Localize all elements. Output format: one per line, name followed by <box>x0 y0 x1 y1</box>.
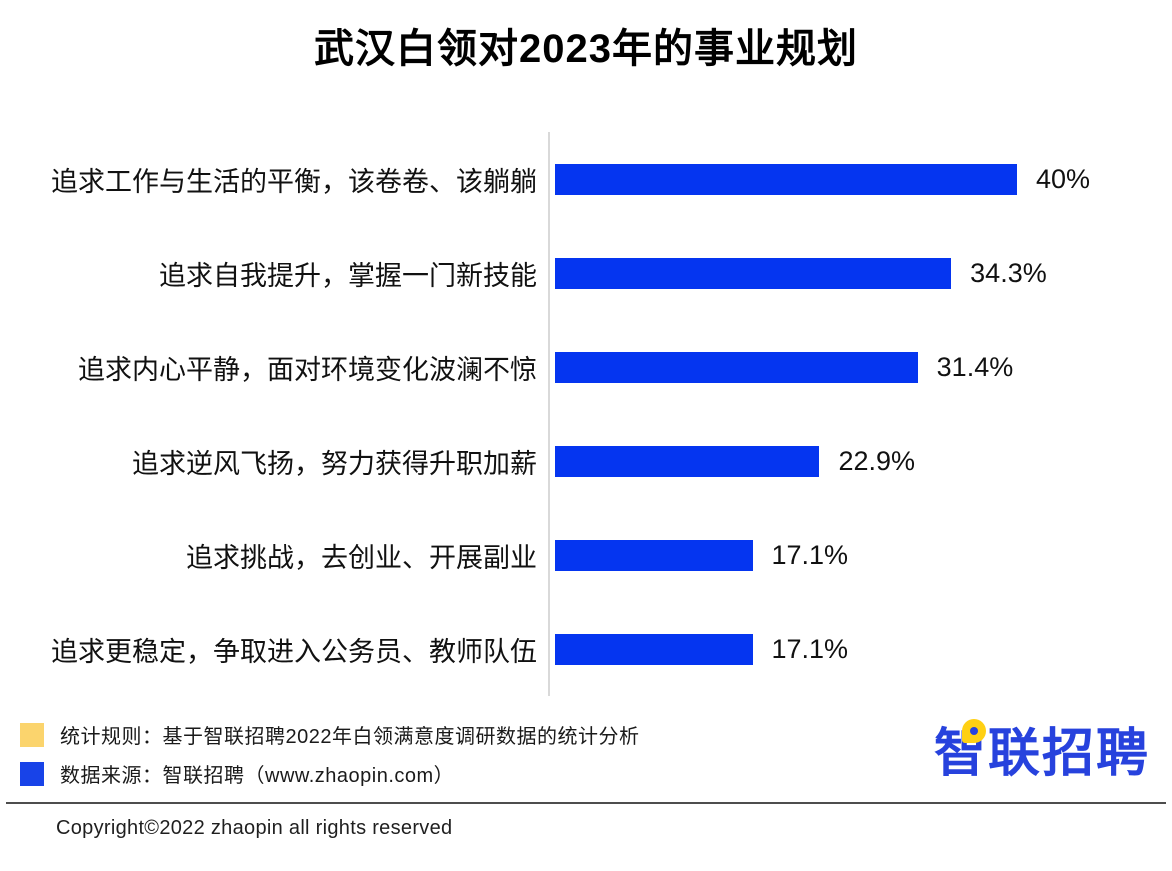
bar <box>555 163 1017 195</box>
zhaopin-logo: 智联招聘 <box>934 718 1158 785</box>
category-label: 追求逆风飞扬，努力获得升职加薪 <box>132 448 537 479</box>
plot-area: 31.4% <box>548 320 1172 414</box>
category-label: 追求工作与生活的平衡，该卷卷、该躺躺 <box>51 166 537 197</box>
value-label: 34.3% <box>970 257 1047 288</box>
category-label: 追求自我提升，掌握一门新技能 <box>159 260 537 291</box>
bar <box>555 445 820 477</box>
bar-row: 追求逆风飞扬，努力获得升职加薪 22.9% <box>0 414 1172 508</box>
bar-row: 追求更稳定，争取进入公务员、教师队伍 17.1% <box>0 602 1172 696</box>
legend-label: 数据来源：智联招聘（www.zhaopin.com） <box>60 765 455 787</box>
value-label: 17.1% <box>771 539 849 570</box>
footer-divider <box>6 802 1166 804</box>
copyright-text: Copyright©2022 zhaopin all rights reserv… <box>56 817 453 839</box>
legend-item-rule: 统计规则：基于智联招聘2022年白领满意度调研数据的统计分析 <box>20 720 640 749</box>
value-label: 17.1% <box>771 633 849 664</box>
category-label: 追求更稳定，争取进入公务员、教师队伍 <box>51 636 537 667</box>
bar <box>555 633 753 665</box>
page-title: 武汉白领对2023年的事业规划 <box>314 27 858 71</box>
legend-item-source: 数据来源：智联招聘（www.zhaopin.com） <box>20 759 640 788</box>
category-label: 追求挑战，去创业、开展副业 <box>186 542 537 573</box>
legend-swatch-blue <box>20 761 44 786</box>
bar <box>555 257 952 289</box>
bar-row: 追求挑战，去创业、开展副业 17.1% <box>0 508 1172 602</box>
plot-area: 40% <box>548 132 1172 226</box>
logo-bubble-icon <box>961 718 986 743</box>
legend-swatch-yellow <box>20 722 44 747</box>
bar-row: 追求自我提升，掌握一门新技能 34.3% <box>0 226 1172 320</box>
bar-chart: 追求工作与生活的平衡，该卷卷、该躺躺 40% 追求自我提升，掌握一门新技能 34… <box>0 132 1172 696</box>
value-label: 31.4% <box>936 351 1014 382</box>
plot-area: 34.3% <box>548 226 1172 320</box>
legend: 统计规则：基于智联招聘2022年白领满意度调研数据的统计分析 数据来源：智联招聘… <box>20 720 640 788</box>
bottom-band: 统计规则：基于智联招聘2022年白领满意度调研数据的统计分析 数据来源：智联招聘… <box>0 718 1172 788</box>
plot-area: 22.9% <box>548 414 1172 508</box>
bar-row: 追求工作与生活的平衡，该卷卷、该躺躺 40% <box>0 132 1172 226</box>
bar <box>555 351 918 383</box>
category-label: 追求内心平静，面对环境变化波澜不惊 <box>78 354 537 385</box>
bar <box>555 539 753 571</box>
bar-row: 追求内心平静，面对环境变化波澜不惊 31.4% <box>0 320 1172 414</box>
legend-label: 统计规则：基于智联招聘2022年白领满意度调研数据的统计分析 <box>60 726 640 748</box>
logo-bubble-dot <box>969 726 978 735</box>
value-label: 40% <box>1036 163 1091 194</box>
plot-area: 17.1% <box>548 508 1172 602</box>
value-label: 22.9% <box>838 445 916 476</box>
plot-area: 17.1% <box>548 602 1172 696</box>
